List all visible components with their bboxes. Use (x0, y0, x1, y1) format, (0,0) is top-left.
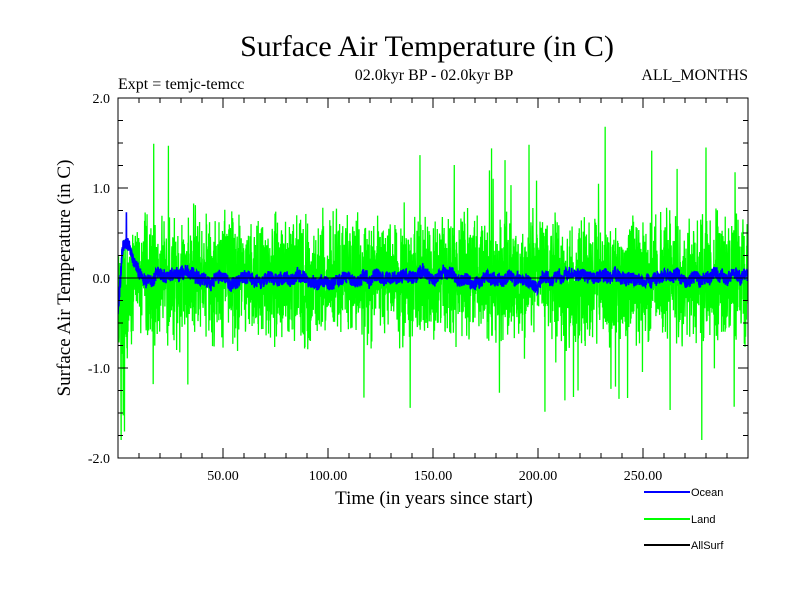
x-tick-label: 50.00 (207, 469, 239, 484)
series-line-ocean (118, 212, 748, 315)
ticks-layer: -2.0 -1.0 0.0 1.0 2.0 50.00 100.00 150.00 200.00… (88, 92, 748, 484)
x-axis-label: Time (in years since start) (335, 488, 533, 509)
x-tick-label: 150.00 (414, 469, 453, 484)
y-tick-label: 1.0 (93, 182, 111, 197)
y-tick-label: -1.0 (88, 362, 110, 377)
y-tick-label: 2.0 (93, 92, 111, 107)
y-tick-label: 0.0 (93, 272, 111, 287)
y-tick-label: -2.0 (88, 452, 110, 467)
subtitle-right: ALL_MONTHS (641, 67, 748, 84)
plot-area: -2.0 -1.0 0.0 1.0 2.0 50.00 100.00 150.00 200.00… (88, 92, 749, 484)
subtitle-left: Expt = temjc-temcc (118, 76, 244, 93)
x-tick-label: 100.00 (309, 469, 348, 484)
legend-label-allsurf: AllSurf (691, 540, 724, 552)
legend-label-ocean: Ocean (691, 487, 723, 499)
x-tick-label: 250.00 (624, 469, 663, 484)
subtitle-center: 02.0kyr BP - 02.0kyr BP (355, 67, 514, 84)
legend: Ocean Land AllSurf (644, 487, 724, 552)
legend-label-land: Land (691, 514, 715, 526)
chart-title: Surface Air Temperature (in C) (240, 30, 614, 63)
y-axis-label: Surface Air Temperature (in C) (54, 160, 75, 397)
x-tick-label: 200.00 (519, 469, 558, 484)
series-line-land (118, 126, 748, 441)
series-layer (118, 126, 748, 441)
